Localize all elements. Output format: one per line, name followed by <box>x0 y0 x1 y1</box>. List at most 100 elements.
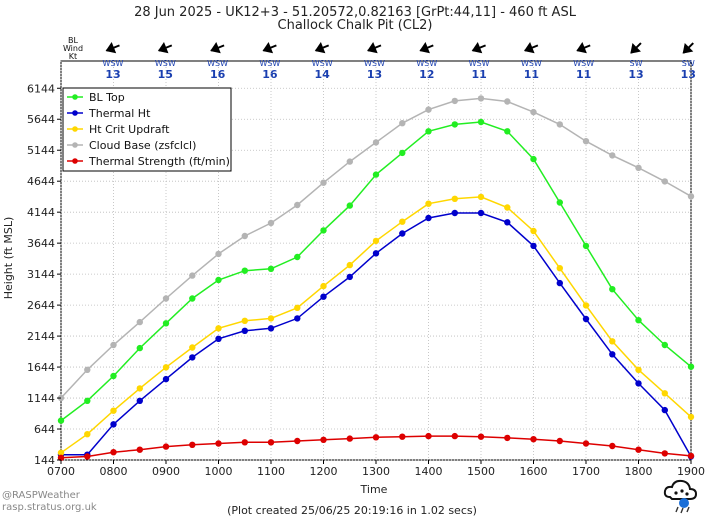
wind-speed: 13 <box>367 68 382 81</box>
wind-speed: 11 <box>576 68 591 81</box>
y-tick-label: 5144 <box>27 144 55 157</box>
data-point <box>687 193 695 200</box>
wind-speed: 16 <box>210 68 226 81</box>
data-point <box>136 318 143 326</box>
data-point <box>635 380 642 387</box>
data-point <box>267 265 275 272</box>
data-point <box>215 250 222 258</box>
wind-direction: WSW <box>312 59 333 68</box>
legend-label: BL Top <box>89 91 125 104</box>
wind-arrow-head <box>157 42 169 54</box>
x-tick-label: 0900 <box>152 465 180 478</box>
wind-speed: 15 <box>158 68 173 81</box>
data-point <box>582 138 590 145</box>
y-tick-label: 1644 <box>27 361 55 374</box>
x-tick-label: 1700 <box>572 465 600 478</box>
x-tick-label: 1400 <box>415 465 443 478</box>
data-point <box>661 390 668 397</box>
wind-arrow-icon <box>630 42 642 54</box>
legend-marker <box>72 126 78 132</box>
data-point <box>399 120 406 127</box>
data-point <box>451 209 458 217</box>
legend-item: Thermal Ht <box>67 107 151 120</box>
chart-subtitle: Challock Chalk Pit (CL2) <box>278 18 433 33</box>
data-point <box>687 363 695 370</box>
wind-speed: 11 <box>524 68 539 81</box>
y-tick-label: 3644 <box>27 237 55 250</box>
wind-direction: SW <box>630 59 643 68</box>
data-point <box>162 364 170 371</box>
data-point <box>346 435 353 442</box>
data-point <box>609 351 616 358</box>
data-point <box>267 315 275 322</box>
wind-arrow-icon <box>262 42 277 54</box>
data-point <box>136 385 143 392</box>
wind-label-line: Kt <box>69 52 77 61</box>
data-point <box>635 317 642 324</box>
data-point <box>294 437 301 445</box>
data-point <box>399 433 406 440</box>
data-point <box>399 218 406 225</box>
y-tick-label: 144 <box>34 454 55 467</box>
legend-item: Ht Crit Updraft <box>67 123 170 136</box>
legend-label: Thermal Ht <box>88 107 151 120</box>
data-point <box>57 454 65 461</box>
wind-speed: 14 <box>315 68 331 81</box>
legend-marker <box>72 94 78 100</box>
wind-direction: WSW <box>416 59 437 68</box>
wind-arrow-head <box>314 42 326 54</box>
data-point <box>84 431 91 438</box>
wind-speed: 13 <box>105 68 120 81</box>
legend-box <box>62 87 232 172</box>
data-point <box>294 304 301 311</box>
wind-arrow-head <box>630 43 641 54</box>
data-point <box>399 230 406 237</box>
data-point <box>504 219 511 226</box>
wind-direction: WSW <box>155 59 176 68</box>
data-point <box>346 261 353 269</box>
wind-arrow-icon <box>314 42 330 54</box>
x-tick-label: 1600 <box>520 465 548 478</box>
x-tick-label: 1900 <box>677 465 705 478</box>
data-point <box>136 397 143 404</box>
data-point <box>635 164 642 171</box>
wind-arrow-icon <box>682 42 694 54</box>
legend-label: Thermal Strength (ft/min) <box>88 155 230 168</box>
data-point <box>136 344 143 352</box>
data-point <box>582 315 590 323</box>
data-point <box>294 253 301 261</box>
data-point <box>294 201 301 209</box>
x-tick-label: 1300 <box>362 465 390 478</box>
data-point <box>425 432 432 440</box>
data-point <box>267 439 275 446</box>
data-point <box>451 97 458 105</box>
data-point <box>189 344 196 351</box>
data-point <box>110 407 117 414</box>
data-point <box>609 286 616 293</box>
legend-marker <box>72 110 78 116</box>
y-axis-label: Height (ft MSL) <box>2 217 15 300</box>
y-tick-label: 644 <box>34 423 55 436</box>
wind-speed: 16 <box>262 68 278 81</box>
wind-row: BL Wind Kt WSW13WSW15WSW16WSW16WSW14WSW1… <box>63 36 696 81</box>
data-point <box>530 242 537 250</box>
data-point <box>267 219 275 227</box>
data-point <box>241 317 248 324</box>
data-point <box>215 325 222 332</box>
data-point <box>320 227 327 234</box>
data-point <box>504 204 511 211</box>
data-point <box>477 193 485 201</box>
data-point <box>241 232 248 240</box>
data-point <box>320 282 327 290</box>
y-tick-label: 4644 <box>27 175 55 188</box>
data-point <box>635 446 642 453</box>
data-point <box>162 443 170 450</box>
data-point <box>372 250 380 257</box>
data-point <box>582 440 590 447</box>
data-point <box>267 325 275 332</box>
data-point <box>110 421 117 428</box>
